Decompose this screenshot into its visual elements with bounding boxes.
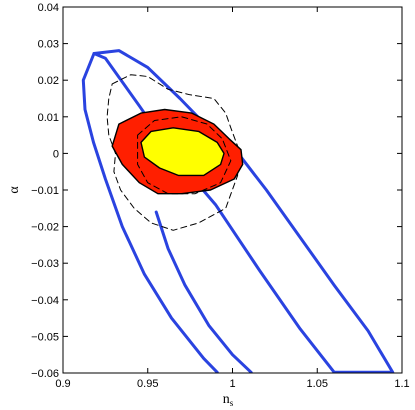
contour-dashed-inner [137,116,232,195]
contours-layer [81,49,395,373]
y-tick-label: −0.05 [31,331,59,343]
plot-frame [62,6,403,374]
x-tick-label: 0.9 [55,378,70,390]
y-tick-label: −0.06 [31,368,59,380]
y-tick-label: −0.01 [31,185,59,197]
y-tick-label: 0.03 [38,39,59,51]
y-tick-label: −0.03 [31,258,59,270]
x-tick-label: 1.05 [307,378,328,390]
x-axis-label-main: n [223,392,230,407]
contour-blue-left [81,52,219,373]
y-tick-label: −0.04 [31,295,59,307]
contour-blue-inner-left [154,210,253,373]
y-tick-label: 0 [53,148,59,160]
contour-yellow-region [140,127,225,177]
plot-background [63,7,402,373]
x-axis-label: ns [223,392,234,408]
x-axis-label-subscript: s [230,398,234,408]
tick-labels-layer: 0.9 0.95 1 1.05 1.1 0.04 0.03 0.02 0.01 0 −0.01 −0.… [31,2,409,390]
x-tick-label: 0.95 [137,378,158,390]
y-tick-label: 0.02 [38,75,59,87]
y-tick-label: −0.02 [31,222,59,234]
y-tick-label: 0.01 [38,112,59,124]
y-tick-label: 0.04 [38,2,59,14]
x-tick-label: 1 [229,378,235,390]
x-tick-label: 1.1 [394,378,409,390]
y-axis-label: α [7,186,22,194]
